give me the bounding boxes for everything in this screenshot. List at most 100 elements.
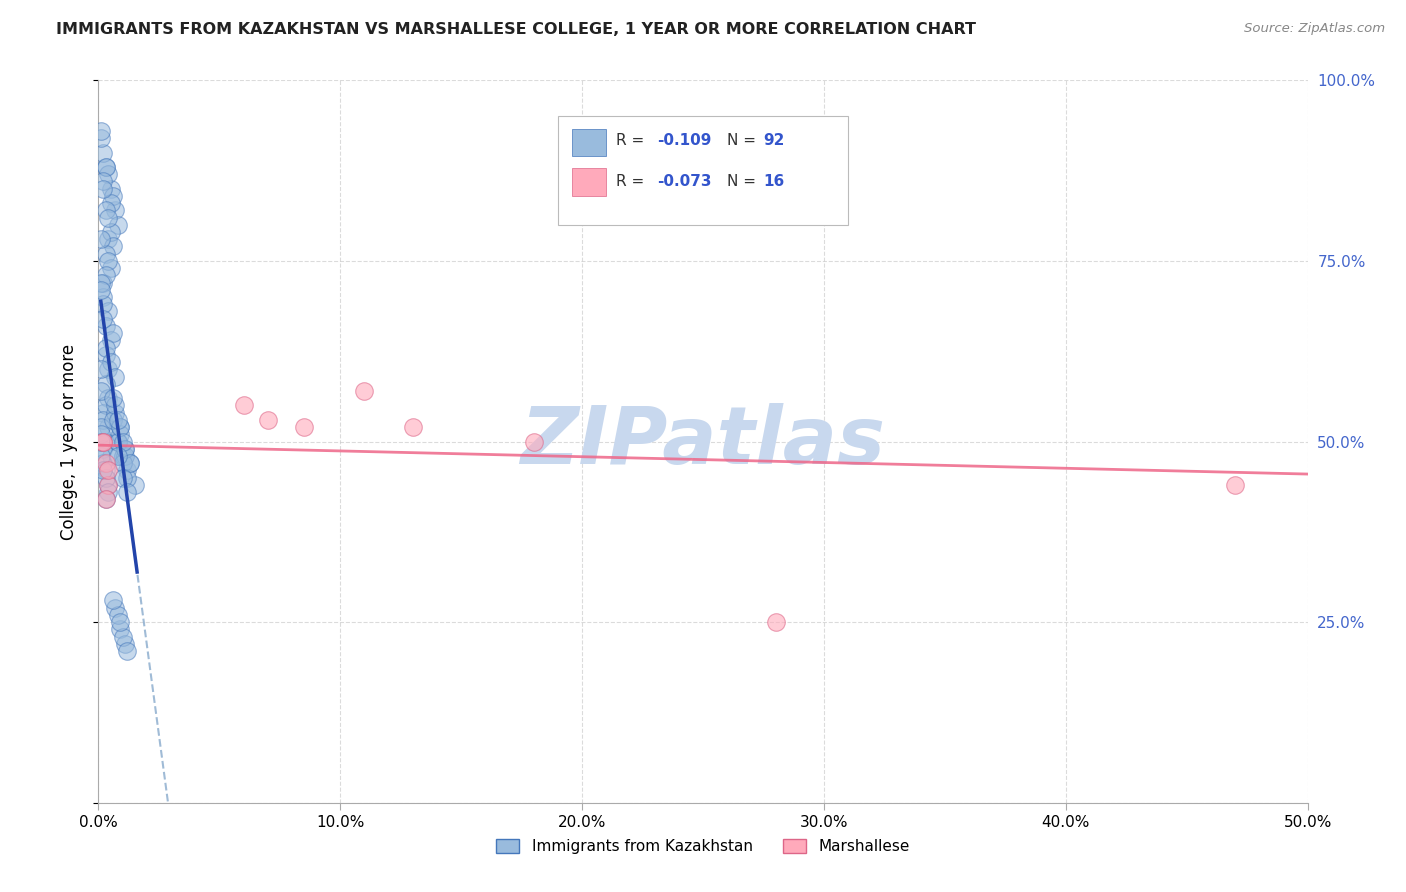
Text: 92: 92 — [763, 133, 785, 148]
Point — [117, 463, 139, 477]
Point — [232, 398, 254, 412]
Point — [94, 318, 117, 333]
Point — [91, 290, 114, 304]
Point — [107, 434, 129, 449]
Point — [100, 261, 122, 276]
Point — [94, 434, 117, 449]
Point — [94, 456, 117, 470]
Point — [117, 485, 139, 500]
Point — [765, 615, 787, 630]
Point — [100, 182, 122, 196]
Point — [90, 427, 112, 442]
Point — [97, 253, 120, 268]
Point — [94, 492, 117, 507]
Point — [101, 391, 124, 405]
Point — [91, 434, 114, 449]
Point — [97, 167, 120, 181]
Point — [104, 398, 127, 412]
Point — [97, 420, 120, 434]
Point — [97, 362, 120, 376]
Text: Source: ZipAtlas.com: Source: ZipAtlas.com — [1244, 22, 1385, 36]
Point — [118, 456, 141, 470]
Point — [101, 189, 124, 203]
Point — [90, 362, 112, 376]
Text: IMMIGRANTS FROM KAZAKHSTAN VS MARSHALLESE COLLEGE, 1 YEAR OR MORE CORRELATION CH: IMMIGRANTS FROM KAZAKHSTAN VS MARSHALLES… — [56, 22, 976, 37]
Point — [100, 449, 122, 463]
Point — [101, 239, 124, 253]
Text: -0.073: -0.073 — [657, 174, 711, 189]
Point — [104, 369, 127, 384]
Point — [91, 276, 114, 290]
Point — [111, 630, 134, 644]
Point — [118, 456, 141, 470]
Text: R =: R = — [616, 133, 650, 148]
Point — [114, 637, 136, 651]
Point — [94, 268, 117, 283]
Text: N =: N = — [727, 133, 761, 148]
Point — [107, 449, 129, 463]
Point — [91, 174, 114, 188]
Point — [292, 420, 315, 434]
Point — [111, 449, 134, 463]
Point — [100, 355, 122, 369]
Point — [91, 145, 114, 160]
Point — [90, 420, 112, 434]
FancyBboxPatch shape — [558, 117, 848, 225]
Point — [90, 283, 112, 297]
Point — [94, 348, 117, 362]
Point — [97, 391, 120, 405]
Point — [100, 334, 122, 348]
Point — [114, 449, 136, 463]
Legend: Immigrants from Kazakhstan, Marshallese: Immigrants from Kazakhstan, Marshallese — [491, 833, 915, 860]
Point — [91, 442, 114, 456]
Point — [107, 413, 129, 427]
Point — [108, 615, 131, 630]
Point — [90, 384, 112, 398]
Point — [256, 413, 278, 427]
Point — [111, 456, 134, 470]
Point — [90, 124, 112, 138]
Point — [91, 413, 114, 427]
Text: N =: N = — [727, 174, 761, 189]
Point — [107, 218, 129, 232]
Point — [94, 376, 117, 391]
Point — [108, 420, 131, 434]
Point — [108, 420, 131, 434]
Text: 16: 16 — [763, 174, 785, 189]
Point — [90, 131, 112, 145]
Y-axis label: College, 1 year or more: College, 1 year or more — [59, 343, 77, 540]
Point — [107, 607, 129, 622]
Point — [90, 276, 112, 290]
Point — [108, 427, 131, 442]
Point — [94, 160, 117, 174]
Point — [1223, 478, 1246, 492]
Point — [104, 600, 127, 615]
Point — [91, 463, 114, 477]
Point — [101, 593, 124, 607]
Point — [94, 470, 117, 484]
Point — [94, 160, 117, 174]
FancyBboxPatch shape — [572, 169, 606, 196]
Point — [97, 478, 120, 492]
Point — [90, 232, 112, 246]
Point — [94, 398, 117, 412]
Point — [97, 211, 120, 225]
Point — [91, 406, 114, 420]
Text: ZIPatlas: ZIPatlas — [520, 402, 886, 481]
Point — [97, 232, 120, 246]
Point — [97, 485, 120, 500]
Point — [91, 297, 114, 311]
Point — [117, 644, 139, 658]
Point — [97, 463, 120, 477]
Point — [94, 341, 117, 355]
Point — [90, 449, 112, 463]
Point — [108, 623, 131, 637]
Point — [523, 434, 546, 449]
Point — [353, 384, 375, 398]
Point — [111, 470, 134, 484]
Point — [91, 434, 114, 449]
Point — [94, 463, 117, 477]
Point — [101, 413, 124, 427]
Text: R =: R = — [616, 174, 650, 189]
Point — [97, 478, 120, 492]
